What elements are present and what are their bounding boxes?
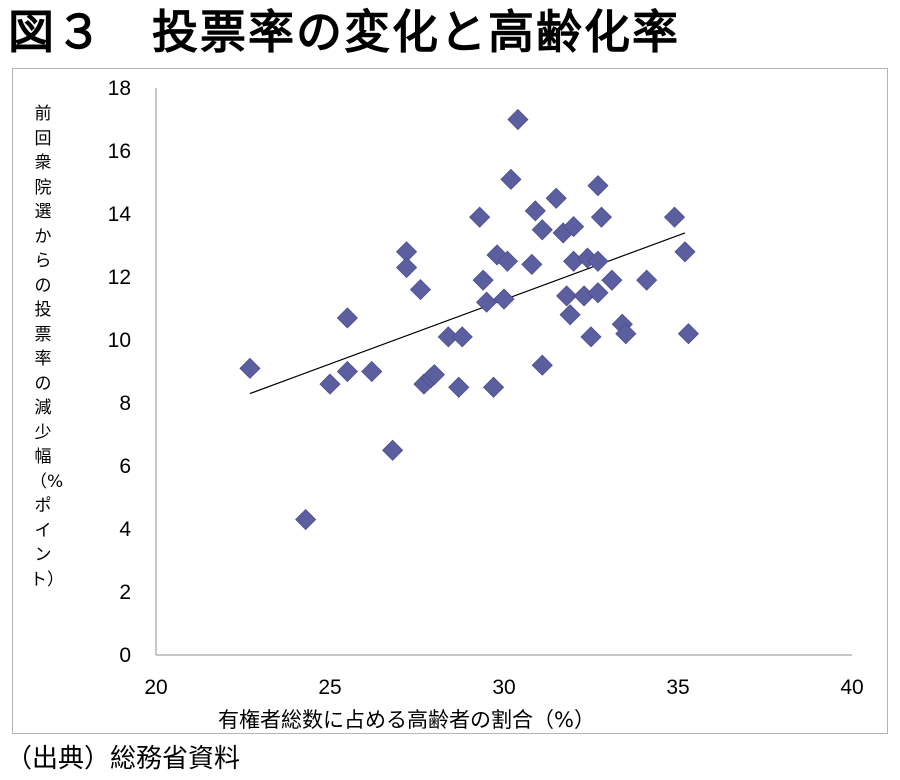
x-tick-label: 30 [492, 676, 515, 699]
data-points [239, 108, 700, 531]
data-point [587, 282, 609, 304]
chart-title: 図３ 投票率の変化と高齢化率 [8, 5, 680, 59]
data-point [636, 269, 658, 291]
data-point [531, 219, 553, 241]
y-tick-label: 0 [119, 644, 131, 667]
data-point [409, 279, 432, 301]
trendline-group [249, 232, 686, 395]
data-point [482, 376, 505, 398]
y-axis-label: 前回衆院選からの投票率の減少幅（%ポイント） [30, 104, 64, 590]
trendline [249, 232, 686, 395]
data-point [521, 253, 543, 275]
data-point [556, 285, 578, 307]
data-point [500, 168, 522, 190]
y-tick-labels: 0 2 4 6 8 10 12 14 16 18 [108, 77, 132, 667]
data-point [382, 439, 404, 461]
axes [155, 88, 852, 656]
data-point [496, 250, 519, 272]
data-point [336, 360, 358, 383]
y-tick-label: 6 [119, 455, 131, 478]
chart-frame [12, 68, 888, 734]
data-point [663, 206, 686, 228]
data-point [319, 373, 341, 395]
data-point [448, 376, 470, 398]
data-point [486, 244, 508, 266]
data-point [674, 241, 696, 263]
data-point [559, 304, 581, 326]
y-tick-label: 12 [108, 266, 131, 289]
data-point [336, 307, 358, 329]
data-point [295, 508, 317, 531]
y-tick-label: 10 [108, 329, 131, 352]
data-point [590, 206, 613, 228]
y-tick-label: 2 [119, 581, 131, 604]
data-point [395, 256, 418, 279]
source-note: （出典）総務省資料 [6, 744, 241, 774]
data-point [580, 326, 602, 348]
data-point [476, 291, 498, 313]
y-tick-label: 8 [119, 392, 131, 415]
data-point [423, 364, 445, 386]
data-point [615, 323, 637, 345]
y-tick-label: 16 [108, 140, 131, 163]
data-point [587, 250, 609, 272]
data-point [239, 357, 261, 379]
data-point [677, 323, 700, 345]
data-point [531, 354, 553, 376]
data-point [493, 288, 515, 310]
y-tick-label: 4 [119, 518, 131, 541]
data-point [563, 216, 585, 238]
y-tick-label: 18 [108, 77, 131, 100]
x-tick-label: 25 [318, 676, 341, 699]
data-point [524, 200, 546, 222]
data-point [601, 269, 623, 291]
data-point [361, 360, 383, 383]
data-point [451, 326, 473, 348]
y-tick-label: 14 [108, 203, 132, 226]
x-tick-labels: 20 25 30 35 40 [144, 676, 863, 699]
data-point [507, 108, 529, 131]
data-point [587, 175, 609, 197]
x-axis-label: 有権者総数に占める高齢者の割合（%） [218, 708, 595, 732]
x-tick-label: 20 [144, 676, 167, 699]
data-point [469, 206, 491, 228]
data-point [545, 187, 567, 209]
data-point [437, 326, 459, 348]
data-point [472, 269, 494, 291]
x-tick-label: 40 [840, 676, 863, 699]
x-tick-label: 35 [666, 676, 689, 699]
